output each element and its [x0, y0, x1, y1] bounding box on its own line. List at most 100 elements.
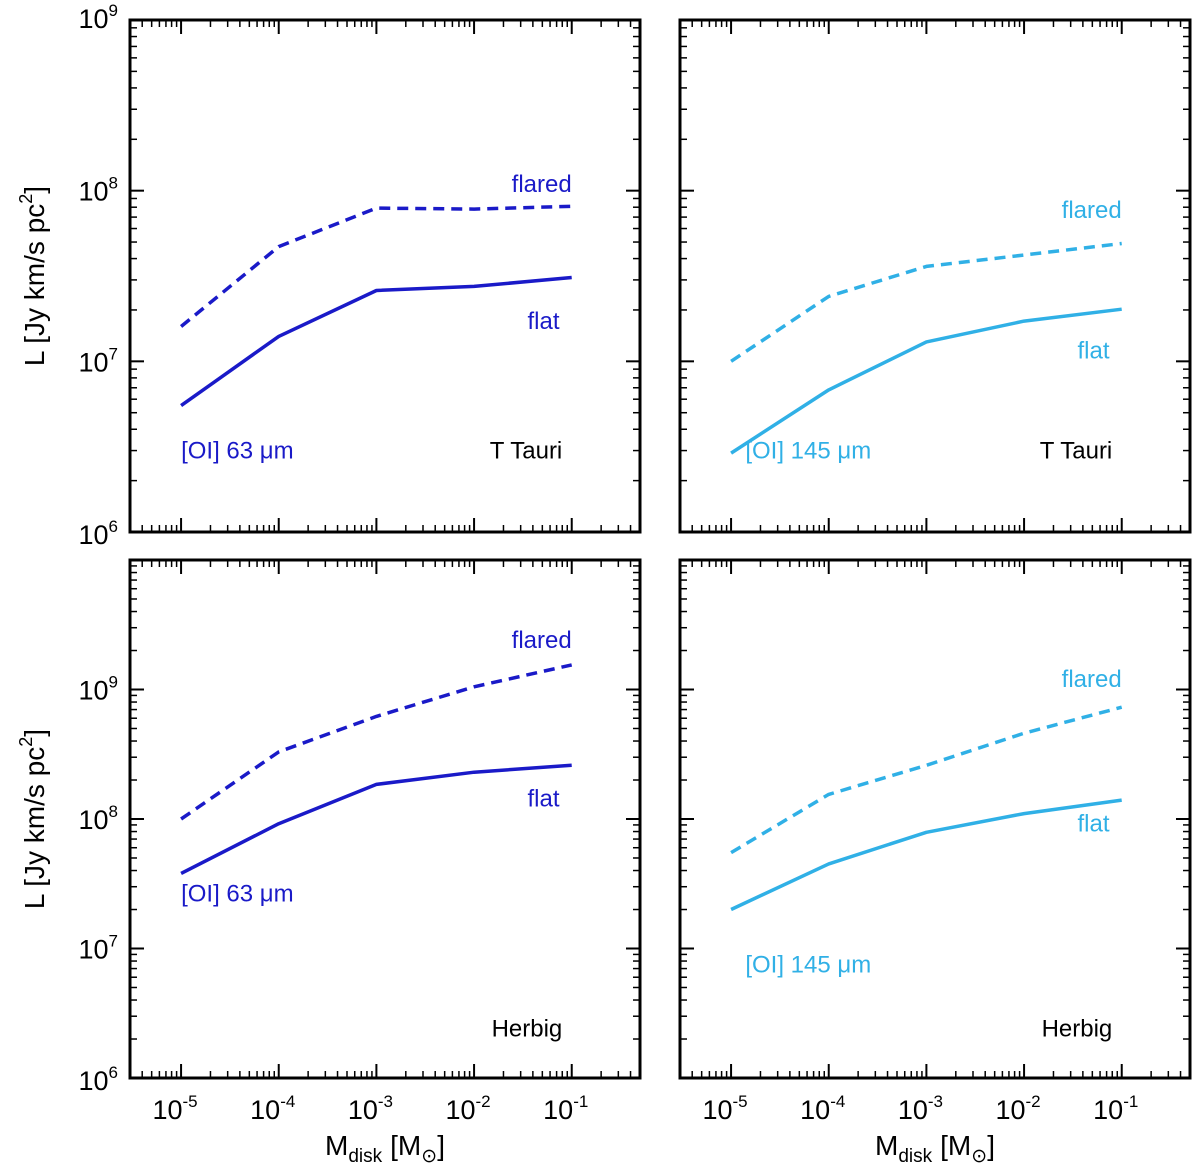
y-tick-label-exponent: 8	[109, 802, 118, 821]
series-flat-line	[180, 275, 572, 408]
annotation: flat	[1078, 811, 1110, 838]
y-tick-label-base: 10	[78, 805, 108, 835]
x-tick-label-exponent: -5	[733, 1092, 748, 1111]
x-axis-label-sun-symbol: ⊙	[971, 1146, 987, 1167]
x-tick-label-exponent: -3	[928, 1092, 943, 1111]
y-tick-label: 107	[78, 932, 118, 965]
y-tick-label-exponent: 6	[109, 1063, 118, 1082]
y-tick-label-base: 10	[78, 4, 108, 34]
y-tick-label-exponent: 7	[109, 932, 118, 951]
x-tick-label-exponent: -5	[183, 1092, 198, 1111]
y-tick-label: 109	[78, 1, 118, 34]
y-axis-label-top: L [Jy km/s pc2]	[16, 186, 50, 366]
y-tick-label: 106	[78, 517, 118, 550]
y-tick-label-base: 10	[78, 520, 108, 550]
annotation: flat	[528, 785, 560, 812]
y-axis-label-superscript: 2	[16, 737, 36, 747]
x-tick-label: 10-2	[995, 1092, 1040, 1125]
x-tick-label-base: 10	[1093, 1095, 1123, 1125]
y-axis-label-close: ]	[19, 729, 50, 737]
annotation: flared	[1062, 666, 1122, 693]
y-tick-label-exponent: 8	[109, 174, 118, 193]
y-tick-label-base: 10	[78, 347, 108, 377]
y-tick-label-exponent: 9	[109, 1, 118, 20]
y-tick-label-base: 10	[78, 676, 108, 706]
annotation: flared	[512, 171, 572, 198]
y-tick-label: 107	[78, 344, 118, 377]
x-tick-label-base: 10	[250, 1095, 280, 1125]
y-tick-label: 108	[78, 802, 118, 835]
y-tick-label: 108	[78, 174, 118, 207]
y-tick-label: 106	[78, 1063, 118, 1096]
x-tick-label-base: 10	[702, 1095, 732, 1125]
annotation: flat	[1078, 337, 1110, 364]
y-tick-label-exponent: 9	[109, 673, 118, 692]
y-axis-label-superscript: 2	[16, 194, 36, 204]
x-axis-label-right: Mdisk [M⊙]	[875, 1130, 995, 1167]
x-tick-label-base: 10	[898, 1095, 928, 1125]
series-flared-line	[180, 663, 573, 821]
series-flat-line	[730, 307, 1122, 455]
y-axis-label-bottom: L [Jy km/s pc2]	[16, 729, 50, 909]
x-tick-label: 10-5	[702, 1092, 747, 1125]
x-tick-label: 10-1	[1093, 1092, 1138, 1125]
series-flat-line	[180, 763, 572, 875]
x-axis-label-main: M	[325, 1130, 348, 1161]
x-tick-label-base: 10	[995, 1095, 1025, 1125]
x-tick-label: 10-4	[800, 1092, 845, 1125]
annotation: flared	[512, 627, 572, 654]
panel-top-left-frame	[128, 18, 642, 534]
y-axis-label-close: ]	[19, 186, 50, 194]
x-tick-label: 10-5	[152, 1092, 197, 1125]
x-tick-label: 10-4	[250, 1092, 295, 1125]
y-tick-label-base: 10	[78, 1066, 108, 1096]
x-axis-label-sub: disk	[348, 1146, 382, 1167]
x-tick-label: 10-1	[543, 1092, 588, 1125]
x-tick-label-exponent: -2	[1026, 1092, 1041, 1111]
panel-top-right: flared flat [OI] 145 μm T Tauri	[679, 19, 1191, 533]
x-axis-label-close: ]	[987, 1130, 995, 1161]
annotation: flared	[1062, 197, 1122, 224]
x-tick-label-base: 10	[800, 1095, 830, 1125]
annotation: T Tauri	[490, 437, 562, 464]
x-axis-label-sun-symbol: ⊙	[421, 1146, 437, 1167]
x-tick-label-exponent: -1	[1123, 1092, 1138, 1111]
x-axis-label-main: M	[875, 1130, 898, 1161]
x-axis-label-rest: [M	[390, 1130, 421, 1161]
x-tick-label: 10-2	[445, 1092, 490, 1125]
x-axis-label-rest: [M	[940, 1130, 971, 1161]
x-axis-label-sub: disk	[898, 1146, 932, 1167]
x-tick-label: 10-3	[898, 1092, 943, 1125]
annotation: Herbig	[492, 1015, 563, 1042]
y-axis-label-text: L [Jy km/s pc	[19, 747, 50, 909]
annotation: [OI] 145 μm	[745, 952, 871, 979]
annotation: [OI] 63 μm	[181, 881, 294, 908]
series-flared-line	[730, 241, 1122, 363]
y-tick-label-base: 10	[78, 935, 108, 965]
y-tick-label: 109	[78, 673, 118, 706]
x-tick-label-base: 10	[348, 1095, 378, 1125]
y-tick-label-exponent: 6	[109, 517, 118, 536]
series-flared-line	[730, 705, 1123, 855]
x-axis-label-close: ]	[437, 1130, 445, 1161]
x-tick-label-base: 10	[152, 1095, 182, 1125]
x-axis-label-left: Mdisk [M⊙]	[325, 1130, 445, 1167]
x-tick-label-exponent: -3	[378, 1092, 393, 1111]
x-tick-label-base: 10	[445, 1095, 475, 1125]
y-tick-label-base: 10	[78, 177, 108, 207]
y-tick-label-exponent: 7	[109, 344, 118, 363]
panel-bottom-right-frame	[678, 558, 1192, 1080]
x-tick-label-exponent: -1	[573, 1092, 588, 1111]
x-tick-label-exponent: -4	[830, 1092, 845, 1111]
annotation: T Tauri	[1040, 437, 1112, 464]
series-flared-line	[179, 204, 572, 328]
annotation: [OI] 145 μm	[745, 437, 871, 464]
x-tick-label-exponent: -4	[280, 1092, 295, 1111]
annotation: [OI] 63 μm	[181, 437, 294, 464]
series-flat-line	[730, 798, 1122, 912]
panel-top-right-frame	[678, 18, 1192, 534]
annotation: flat	[528, 308, 560, 335]
annotation: Herbig	[1042, 1015, 1113, 1042]
